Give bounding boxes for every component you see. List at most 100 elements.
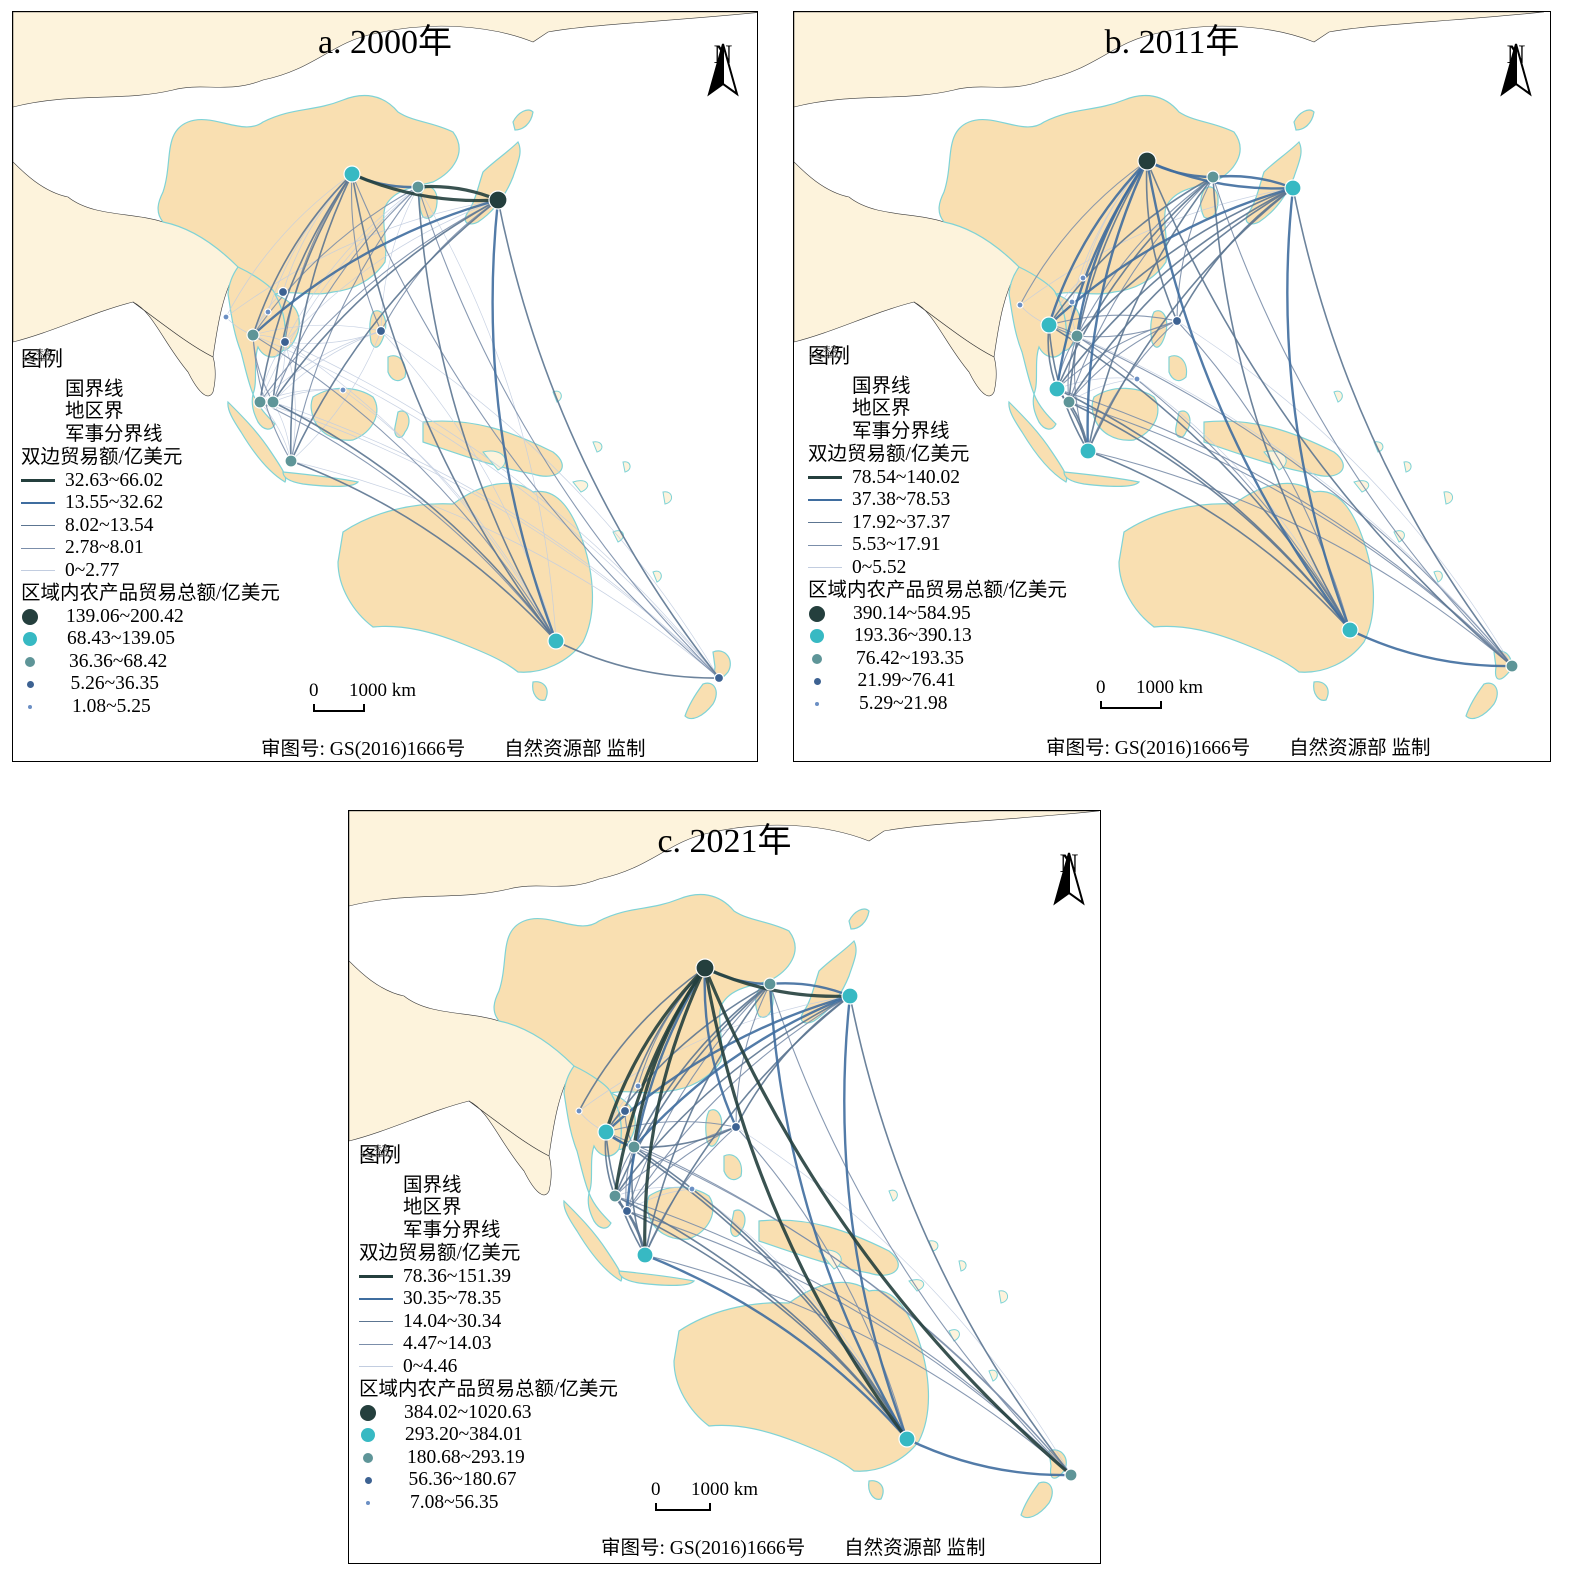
trade-link: [284, 199, 499, 343]
country-node: [246, 328, 260, 342]
trade-link: [1068, 160, 1148, 403]
country-node: [841, 987, 859, 1005]
trade-link: [1056, 320, 1178, 390]
trade-line-swatch: [808, 567, 842, 569]
trade-link: [643, 967, 707, 1256]
land-rcep: [1008, 400, 1068, 483]
dot-class-label: 7.08~56.35: [410, 1491, 499, 1513]
land-rcep: [723, 1154, 743, 1181]
line-class-label: 0~4.46: [403, 1355, 458, 1377]
trade-nodes: [1016, 151, 1519, 673]
land-rcep: [512, 109, 534, 131]
dot-legend: 139.06~200.42 68.43~139.05 36.36~68.42 5.26…: [21, 606, 280, 719]
trade-link: [1087, 176, 1214, 452]
trade-link: [351, 173, 382, 332]
country-node: [1062, 395, 1076, 409]
trade-nodes: [575, 958, 1078, 1482]
panel-title: c. 2021年: [657, 823, 792, 860]
line-class-label: 78.36~151.39: [403, 1265, 512, 1287]
country-node: [1079, 442, 1097, 460]
country-node: [266, 395, 280, 409]
dot-class-label: 193.36~390.13: [854, 625, 972, 646]
scale-bar: 0 1000 km: [651, 1479, 771, 1515]
country-node: [279, 336, 291, 348]
line-class-label: 0~5.52: [852, 556, 907, 578]
trade-link: [259, 186, 419, 403]
island: [1433, 570, 1443, 583]
trade-dot-swatch: [364, 1476, 372, 1484]
country-node: [1505, 659, 1519, 673]
trade-line-icon: [21, 479, 65, 483]
trade-link: [735, 1126, 908, 1440]
trade-links: [1019, 159, 1513, 668]
trade-link: [1048, 314, 1178, 326]
trade-link: [252, 324, 382, 336]
country-node: [1016, 301, 1024, 309]
dot-legend-row: 56.36~180.67: [359, 1469, 618, 1492]
trade-link: [351, 173, 557, 642]
trade-link: [272, 173, 353, 403]
trade-link: [289, 173, 353, 462]
country-node: [695, 958, 715, 978]
trade-link: [704, 966, 851, 998]
land-rcep: [310, 387, 378, 441]
trade-link: [605, 1131, 908, 1440]
north-arrow-shape: [1500, 43, 1532, 97]
legend-item-label: 国界线: [852, 375, 911, 397]
country-node: [253, 395, 267, 409]
trade-dot-icon: [808, 701, 859, 706]
svg-text:+++: +++: [360, 1148, 384, 1163]
trade-link: [491, 199, 558, 642]
trade-link: [578, 967, 706, 1112]
trade-link: [1048, 324, 1351, 631]
line-legend-row: 17.92~37.37: [808, 512, 1067, 535]
line-class-label: 8.02~13.54: [65, 514, 154, 536]
country-node: [713, 672, 725, 684]
line-class-label: 5.53~17.91: [852, 534, 941, 555]
north-arrow-shape: [707, 43, 739, 97]
north-arrow-shape: [1053, 852, 1085, 906]
trade-line-icon: [808, 522, 852, 524]
land-rcep: [587, 1190, 612, 1229]
scale-zero: 0: [1096, 677, 1106, 698]
land-rcep: [282, 471, 360, 487]
north-arrow-icon: N: [1049, 851, 1089, 906]
land-other: [913, 301, 997, 397]
country-node: [222, 313, 230, 321]
trade-link: [1145, 160, 1178, 322]
scale-bar: 0 1000 km: [309, 680, 429, 716]
trade-dot-swatch: [812, 653, 822, 664]
trade-dot-icon: [21, 656, 69, 667]
trade-link: [703, 967, 909, 1440]
country-node: [619, 1105, 631, 1117]
country-node: [264, 308, 272, 316]
trade-link: [1212, 176, 1351, 631]
island: [888, 1189, 898, 1202]
trade-link: [284, 341, 296, 462]
trade-line-icon: [359, 1366, 403, 1368]
trade-link: [497, 199, 720, 679]
dot-class-label: 293.20~384.01: [405, 1424, 523, 1445]
trade-link: [644, 995, 851, 1256]
dot-class-label: 76.42~193.35: [856, 647, 965, 669]
trade-link: [633, 994, 851, 1148]
trade-link: [644, 1253, 908, 1440]
trade-link: [626, 995, 851, 1212]
country-node: [547, 632, 565, 650]
country-node: [1137, 151, 1157, 171]
line-legend-title: 双边贸易额/亿美元: [808, 444, 970, 465]
dot-class-label: 390.14~584.95: [853, 602, 971, 624]
trade-link: [1086, 160, 1149, 452]
trade-line-swatch: [359, 1275, 393, 1279]
trade-link: [1047, 160, 1148, 326]
scale-label: 1000 km: [1136, 677, 1204, 698]
dot-legend-row: 390.14~584.95: [808, 603, 1067, 626]
dot-legend-title: 区域内农产品贸易总额/亿美元: [359, 1379, 618, 1400]
trade-line-swatch: [21, 479, 55, 483]
trade-link: [849, 995, 1072, 1476]
land-rcep: [251, 391, 276, 430]
trade-link: [380, 330, 557, 642]
country-node: [575, 1107, 583, 1115]
line-legend-row: 4.47~14.03: [359, 1333, 618, 1356]
